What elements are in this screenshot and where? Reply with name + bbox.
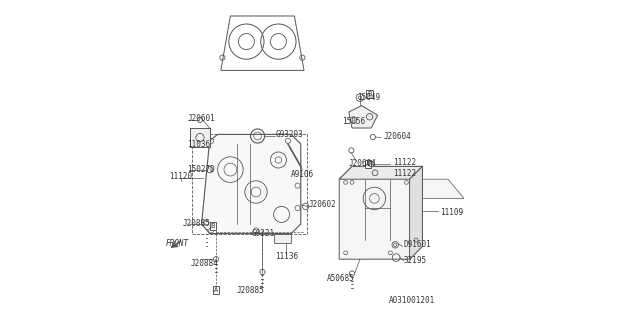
Text: J20604: J20604 (383, 132, 411, 140)
Text: A031001201: A031001201 (389, 296, 435, 305)
Polygon shape (339, 166, 422, 259)
Text: D91601: D91601 (403, 240, 431, 249)
Polygon shape (202, 134, 301, 234)
Text: 15049: 15049 (357, 93, 380, 102)
Text: 11036: 11036 (187, 140, 211, 148)
Polygon shape (410, 179, 464, 198)
Polygon shape (349, 106, 378, 128)
Text: 15056: 15056 (342, 117, 365, 126)
Text: J20601: J20601 (187, 114, 215, 123)
Text: G9221: G9221 (252, 229, 275, 238)
Text: G93203: G93203 (275, 130, 303, 139)
Text: 11122: 11122 (393, 169, 416, 178)
Polygon shape (191, 128, 210, 147)
Text: 11136: 11136 (275, 252, 298, 261)
Text: 11120: 11120 (169, 172, 192, 181)
Text: 11122: 11122 (393, 158, 416, 167)
Text: J20604: J20604 (348, 159, 376, 168)
Text: A: A (214, 287, 218, 292)
Text: J20602: J20602 (309, 200, 337, 209)
Text: A: A (366, 161, 370, 167)
Bar (274, 234, 291, 243)
Text: J20884: J20884 (191, 259, 218, 268)
Text: 15027D: 15027D (187, 165, 215, 174)
Text: 32195: 32195 (404, 256, 427, 265)
Text: A50685: A50685 (327, 274, 355, 283)
Polygon shape (339, 166, 422, 179)
Polygon shape (410, 166, 422, 259)
Text: B: B (211, 223, 215, 228)
Text: A9106: A9106 (291, 170, 314, 179)
Text: FRONT: FRONT (166, 239, 189, 248)
Text: 11109: 11109 (440, 208, 463, 217)
Text: J20885: J20885 (237, 286, 264, 295)
Text: B: B (367, 92, 372, 97)
Text: J20885: J20885 (183, 220, 211, 228)
